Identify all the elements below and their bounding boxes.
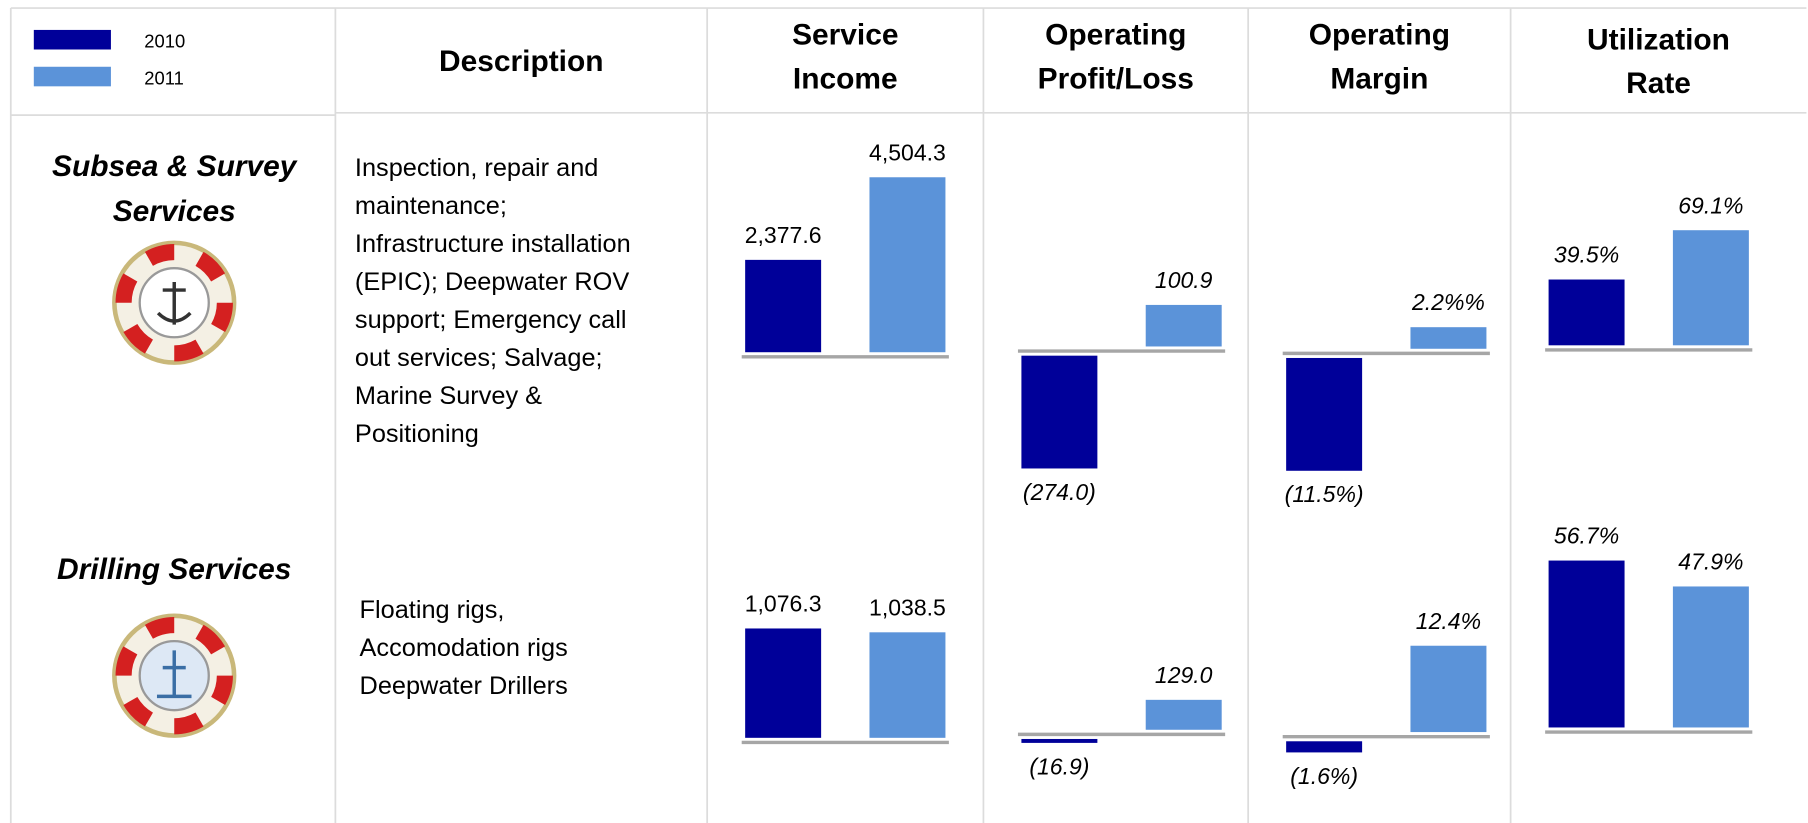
legend-swatch xyxy=(33,29,111,50)
logo xyxy=(112,240,237,365)
anchor-icon xyxy=(156,282,192,325)
bar xyxy=(1672,586,1749,728)
bar xyxy=(1286,741,1363,753)
value-label: 39.5% xyxy=(1554,242,1619,268)
bar xyxy=(1672,230,1749,346)
description-line: support; Emergency call xyxy=(355,306,627,334)
value-label: (16.9) xyxy=(1029,753,1089,779)
description-line: Positioning xyxy=(355,420,479,448)
rig-icon xyxy=(156,650,192,699)
column-header: Rate xyxy=(1626,67,1691,100)
bar xyxy=(869,632,946,738)
value-label: 56.7% xyxy=(1554,523,1619,549)
value-label: (1.6%) xyxy=(1290,763,1358,789)
bar xyxy=(1410,645,1487,733)
value-label: (11.5%) xyxy=(1285,481,1364,507)
bar xyxy=(869,177,946,353)
segment-name: Subsea & Survey xyxy=(52,150,298,183)
value-label: 4,504.3 xyxy=(869,139,946,165)
value-label: 129.0 xyxy=(1155,662,1213,688)
ring xyxy=(115,616,233,735)
legend-swatch xyxy=(33,66,111,87)
description-line: Accomodation rigs xyxy=(360,634,568,662)
value-label: (274.0) xyxy=(1023,479,1096,505)
value-label: 2,377.6 xyxy=(745,222,822,248)
bar xyxy=(1145,699,1222,730)
description-line: out services; Salvage; xyxy=(355,344,603,372)
ring xyxy=(115,244,233,362)
value-label: 100.9 xyxy=(1155,267,1213,293)
bar xyxy=(1548,560,1625,728)
legend-label: 2011 xyxy=(144,67,184,88)
value-label: 69.1% xyxy=(1678,192,1743,218)
description-line: Floating rigs, xyxy=(360,596,505,624)
legend-label: 2010 xyxy=(144,30,185,51)
bar xyxy=(1145,304,1222,347)
value-label: 47.9% xyxy=(1678,549,1743,575)
column-header: Utilization xyxy=(1587,23,1730,56)
bar xyxy=(745,259,822,353)
column-header: Operating xyxy=(1309,19,1450,52)
value-label: 1,038.5 xyxy=(869,594,946,620)
value-label: 1,076.3 xyxy=(745,591,822,617)
bar xyxy=(1021,738,1098,743)
bar xyxy=(1286,357,1363,471)
segment-name: Drilling Services xyxy=(57,553,291,586)
description-line: (EPIC); Deepwater ROV xyxy=(355,268,629,296)
bar xyxy=(1021,355,1098,469)
description-line: Marine Survey & xyxy=(355,382,542,410)
column-header: Operating xyxy=(1045,19,1186,52)
description-line: maintenance; xyxy=(355,192,507,220)
value-label: 12.4% xyxy=(1416,608,1481,634)
column-header: Service xyxy=(792,19,898,52)
bar xyxy=(745,628,822,738)
column-header: Income xyxy=(793,62,898,95)
description-line: Deepwater Drillers xyxy=(360,672,568,700)
column-header: Margin xyxy=(1330,62,1428,95)
value-label: 2.2%% xyxy=(1411,289,1485,315)
bar xyxy=(1548,279,1625,346)
column-header: Profit/Loss xyxy=(1038,62,1194,95)
column-header: Description xyxy=(439,45,604,78)
description-line: Infrastructure installation xyxy=(355,230,631,258)
description-line: Inspection, repair and xyxy=(355,154,598,182)
segment-name: Services xyxy=(113,195,236,228)
logo xyxy=(112,613,237,738)
grid xyxy=(9,7,1807,823)
bar xyxy=(1410,327,1487,349)
